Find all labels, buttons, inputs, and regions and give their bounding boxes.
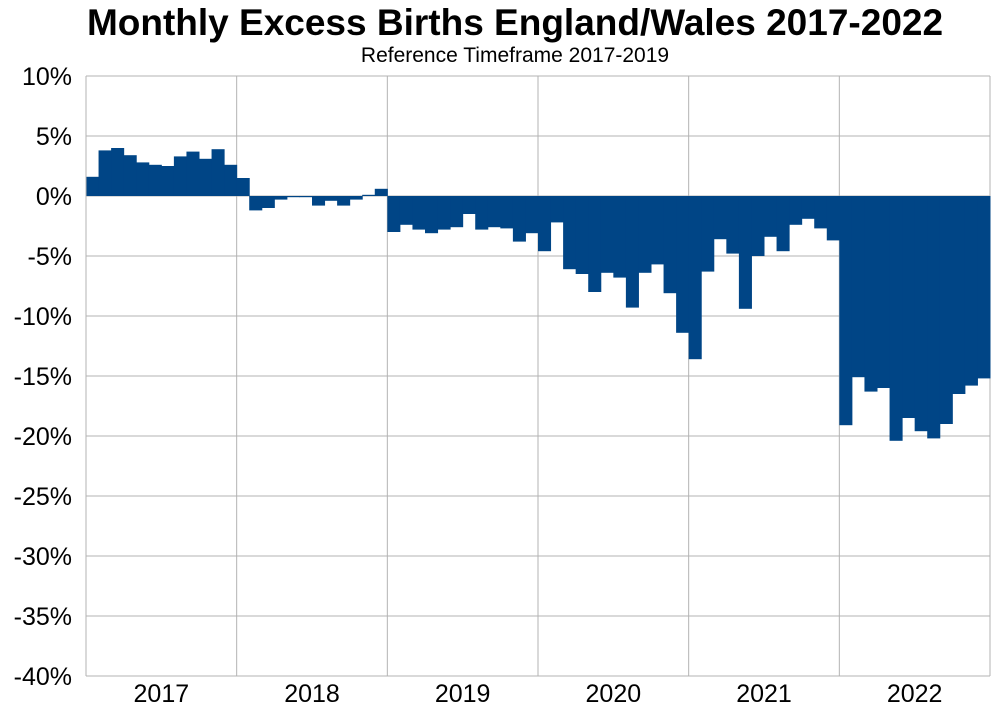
bar	[713, 196, 727, 240]
bar	[814, 196, 828, 229]
y-tick-label: -20%	[14, 423, 72, 451]
bar	[538, 196, 552, 252]
bar-series	[86, 148, 991, 441]
bar	[362, 194, 376, 196]
x-tick-label: 2018	[284, 680, 340, 706]
axes	[85, 76, 990, 677]
bar	[864, 196, 878, 392]
bar	[676, 196, 690, 333]
bar	[939, 196, 953, 424]
x-tick-labels: 2017 2018 2019 2020 2021 2022	[134, 680, 943, 706]
y-tick-label: -30%	[14, 543, 72, 571]
bar	[839, 196, 853, 426]
bar	[286, 196, 300, 198]
bar	[111, 148, 125, 196]
y-tick-label: 10%	[22, 63, 72, 91]
bar	[764, 196, 778, 237]
bar	[98, 150, 112, 196]
y-tick-label: -15%	[14, 363, 72, 391]
bar	[312, 196, 326, 206]
bar	[964, 196, 978, 386]
bar	[877, 196, 891, 388]
bar	[236, 178, 250, 196]
bar	[261, 196, 275, 208]
y-tick-label: -10%	[14, 303, 72, 331]
bar	[86, 176, 100, 196]
bar	[638, 196, 652, 273]
bar	[851, 196, 865, 378]
bar	[625, 196, 639, 308]
y-tick-labels: 10% 5% 0% -5% -10% -15% -20% -25% -30% -35% -40%	[14, 63, 72, 691]
bar	[613, 196, 627, 278]
bar	[249, 196, 263, 211]
bar	[575, 196, 589, 274]
y-tick-label: 5%	[36, 123, 72, 151]
bar	[801, 196, 815, 219]
bar	[789, 196, 803, 225]
bar	[123, 155, 137, 196]
bar	[977, 196, 991, 379]
bar	[462, 196, 476, 214]
bar	[563, 196, 577, 270]
bar	[914, 196, 928, 432]
bar	[324, 196, 338, 201]
x-tick-label: 2017	[134, 680, 190, 706]
bar	[751, 196, 765, 256]
bar	[663, 196, 677, 294]
bar	[337, 196, 351, 206]
bar	[412, 196, 426, 230]
bar	[349, 196, 363, 200]
bar	[701, 196, 715, 272]
x-tick-label: 2022	[887, 680, 943, 706]
bar	[299, 196, 313, 198]
chart-title: Monthly Excess Births England/Wales 2017…	[86, 2, 944, 43]
bar	[688, 196, 702, 360]
chart-subtitle: Reference Timeframe 2017-2019	[360, 44, 670, 67]
x-tick-label: 2020	[586, 680, 642, 706]
bar	[274, 196, 288, 200]
bar	[738, 196, 752, 309]
x-tick-label: 2019	[435, 680, 491, 706]
bar	[224, 164, 238, 196]
x-tick-label: 2021	[736, 680, 792, 706]
grid-lines	[85, 75, 991, 677]
bar	[500, 196, 514, 229]
y-tick-label: -35%	[14, 603, 72, 631]
bar	[399, 196, 413, 225]
bar	[437, 196, 451, 230]
bar	[826, 196, 840, 241]
bar	[148, 164, 162, 196]
bar	[161, 166, 175, 196]
bar	[475, 196, 489, 230]
bar	[600, 196, 614, 273]
bar	[776, 196, 790, 252]
bar	[450, 196, 464, 228]
bar	[136, 162, 150, 196]
y-tick-label: -5%	[28, 243, 72, 271]
bar	[525, 196, 539, 234]
bar	[211, 149, 225, 196]
bar	[651, 196, 665, 265]
bar	[186, 151, 200, 196]
bar	[952, 196, 966, 394]
bar	[374, 188, 388, 196]
bar	[588, 196, 602, 292]
bar	[927, 196, 941, 439]
bar	[726, 196, 740, 254]
bar	[512, 196, 526, 242]
bar	[387, 196, 401, 232]
y-tick-label: -25%	[14, 483, 72, 511]
bar	[889, 196, 903, 441]
bar	[425, 196, 439, 234]
bar	[199, 158, 213, 196]
bar	[173, 156, 187, 196]
bar	[550, 196, 564, 223]
y-tick-label: -40%	[14, 663, 72, 691]
bar	[487, 196, 501, 228]
bar	[902, 196, 916, 418]
y-tick-label: 0%	[36, 183, 72, 211]
